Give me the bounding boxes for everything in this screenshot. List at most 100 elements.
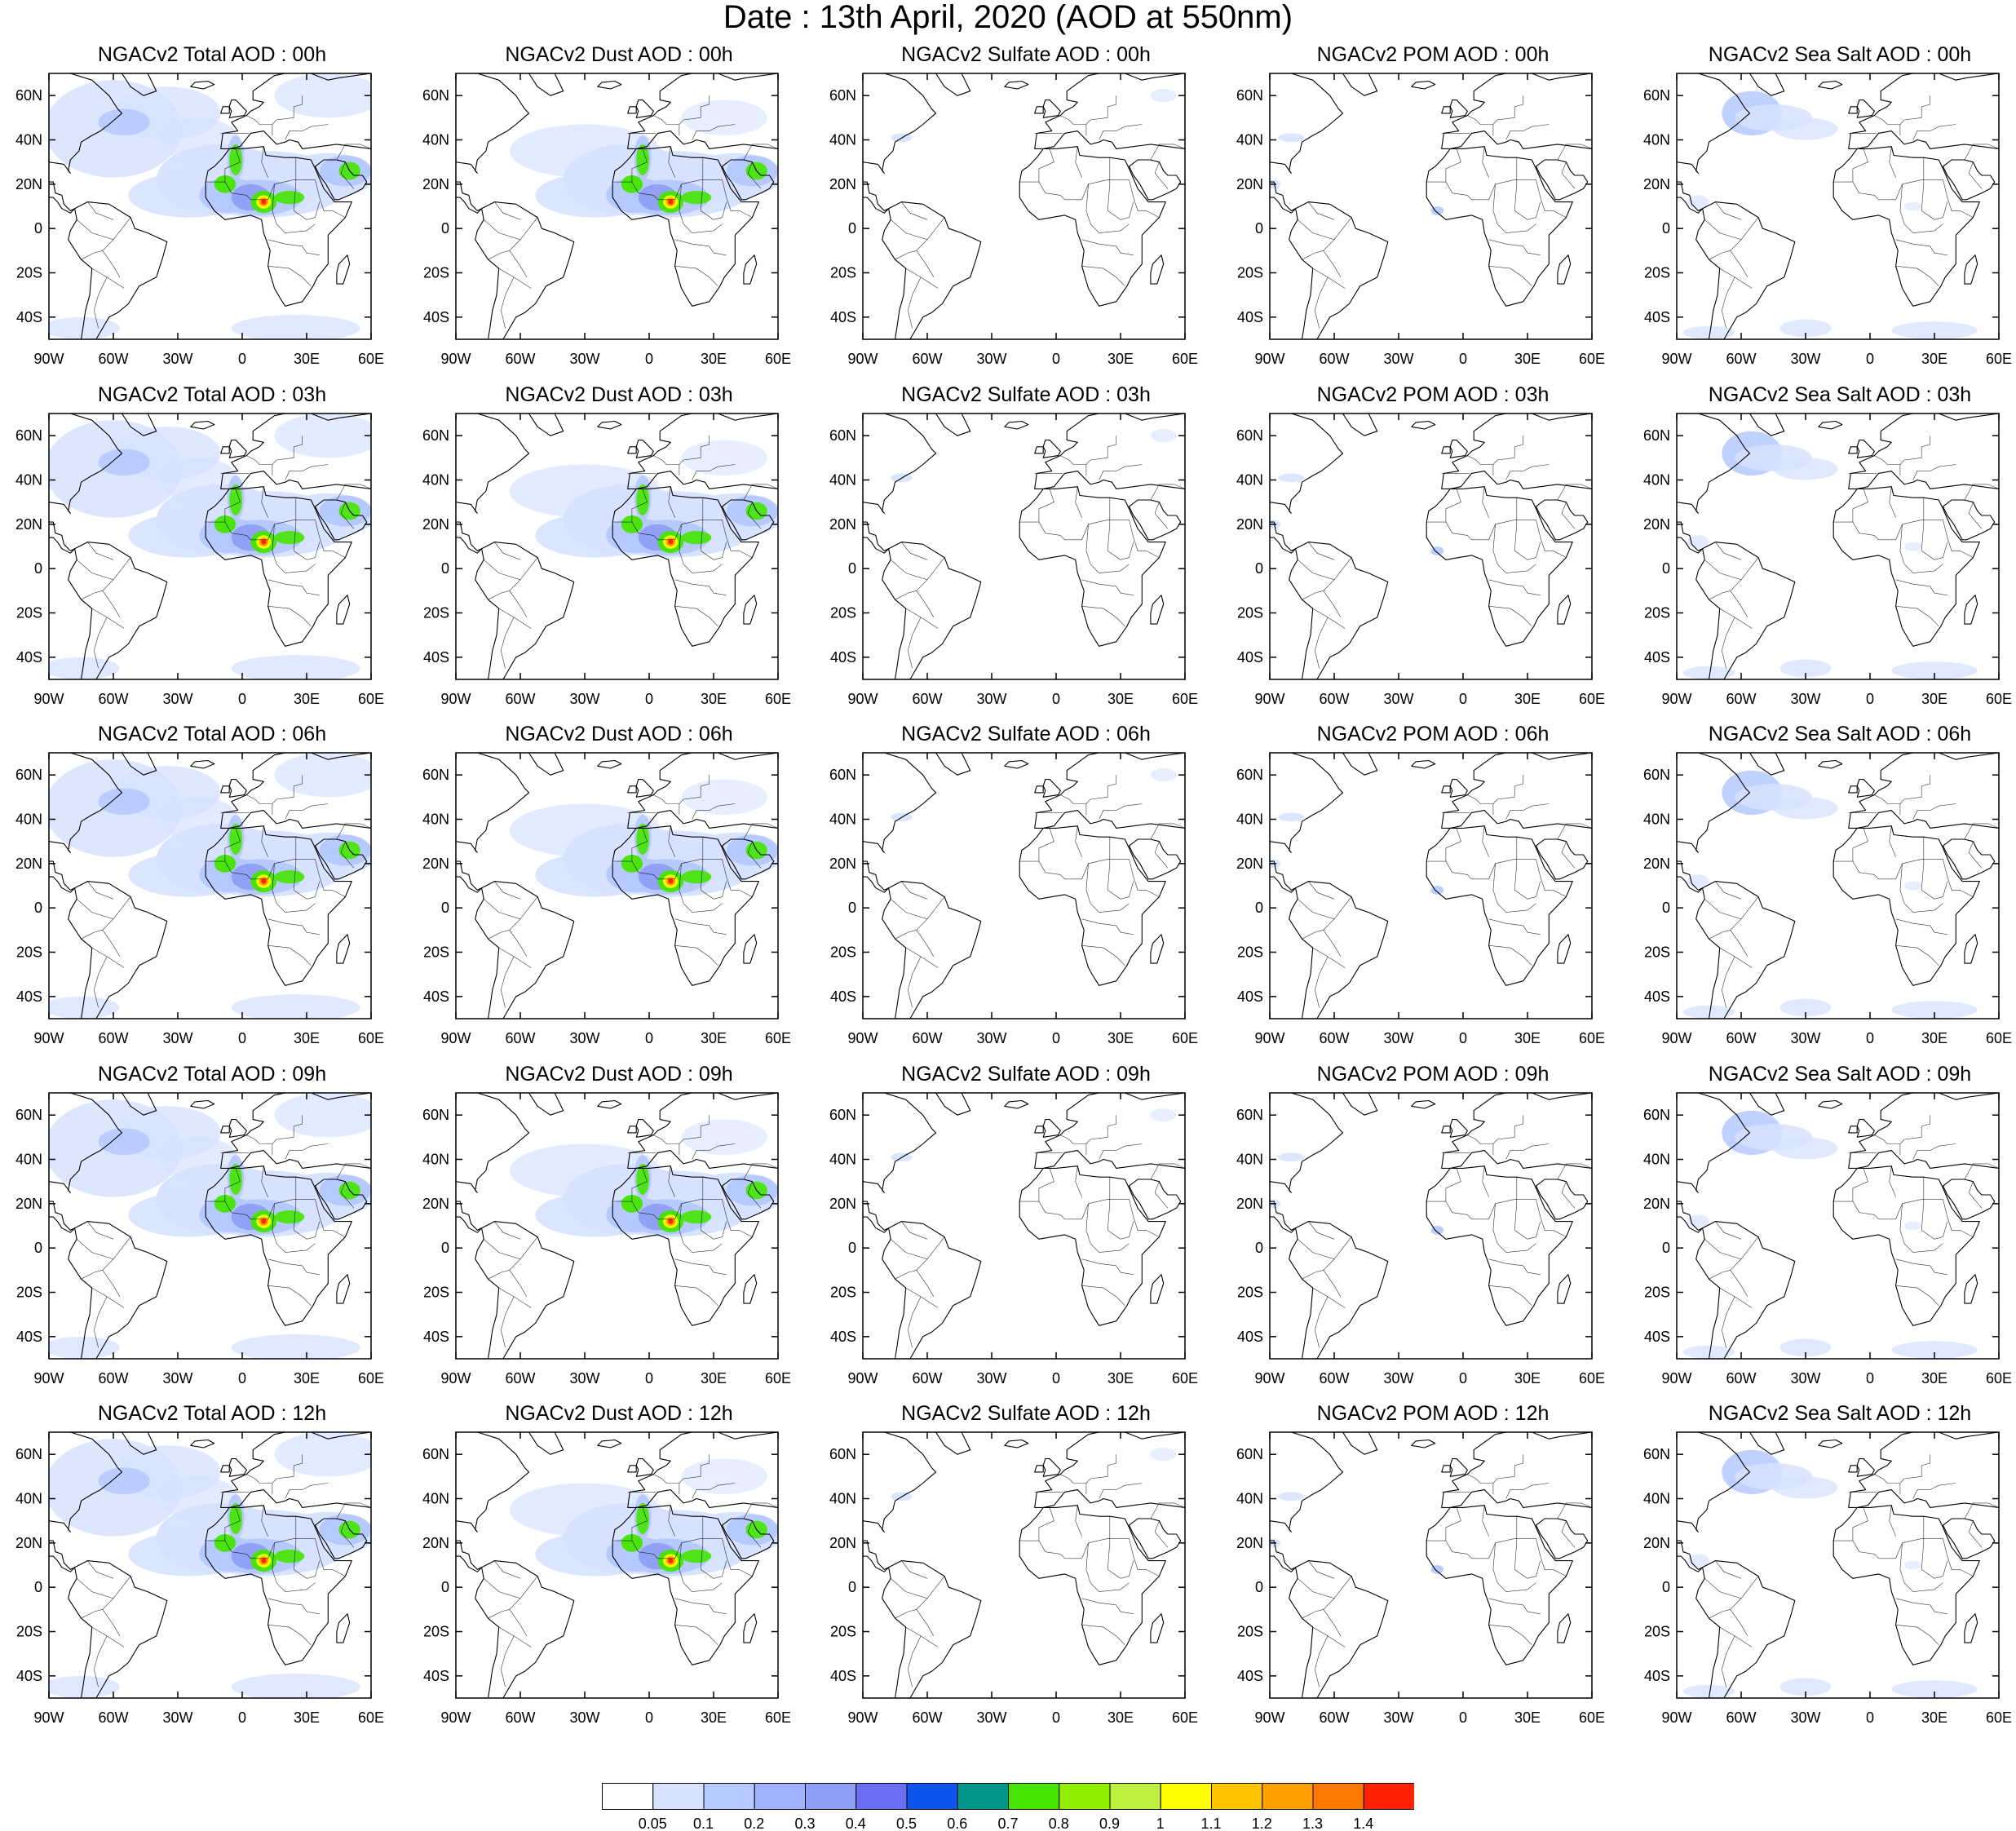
country-border xyxy=(1903,223,1943,233)
lat-tick-label: 20N xyxy=(1236,1196,1263,1212)
country-border xyxy=(1852,489,1868,523)
coastline xyxy=(1749,753,1785,776)
lat-tick-label: 60N xyxy=(1643,427,1670,444)
coastline xyxy=(1411,1439,1436,1448)
country-border xyxy=(276,223,316,233)
country-border xyxy=(701,1569,723,1579)
aod-field xyxy=(1891,321,1978,339)
lat-tick-label: 0 xyxy=(441,1240,449,1256)
map-panel: NGACv2 Sea Salt AOD : 00h 60N 40N 20N 0 20S 40… xyxy=(1628,42,2016,382)
country-border xyxy=(1075,486,1082,518)
coastline xyxy=(220,1465,230,1473)
country-border xyxy=(1557,823,1592,840)
lat-tick-label: 40N xyxy=(15,1491,42,1507)
country-border xyxy=(315,179,346,218)
coastline xyxy=(627,1093,778,1169)
map: 60N 40N 20N 0 20S 40S 90W 60W 30W 0 30E 60E xyxy=(1643,1092,2012,1387)
map-panel: NGACv2 POM AOD : 12h 60N 40N 20N 0 20S 40S 90W 6… xyxy=(1221,1401,1629,1740)
coastline xyxy=(1289,542,1389,679)
panel-title: NGACv2 Sulfate AOD : 09h xyxy=(901,1063,1151,1086)
country-border xyxy=(901,542,928,560)
lat-tick-label: 60N xyxy=(15,767,42,783)
lon-tick-label: 60W xyxy=(912,351,942,367)
country-border xyxy=(683,1243,723,1253)
lon-tick-label: 60E xyxy=(765,1709,791,1726)
country-border xyxy=(1298,557,1352,581)
country-border xyxy=(1488,918,1541,935)
map-panel: NGACv2 Sea Salt AOD : 03h 60N 40N 20N 0 20S 40… xyxy=(1628,383,2016,722)
map-frame xyxy=(1676,73,2000,340)
lon-tick-label: 30W xyxy=(569,1370,599,1387)
coastline xyxy=(721,1179,775,1220)
country-border xyxy=(722,1538,753,1577)
coastline xyxy=(1856,1119,1875,1138)
panel-title: NGACv2 Dust AOD : 03h xyxy=(505,383,733,406)
country-border xyxy=(1019,1199,1130,1220)
coastline xyxy=(627,1432,778,1508)
country-border xyxy=(91,268,125,289)
coastline xyxy=(1411,420,1436,430)
coastline xyxy=(1848,106,1858,114)
map-frame xyxy=(455,413,779,680)
country-border xyxy=(1921,498,1925,551)
aod-field xyxy=(1904,201,1922,211)
lon-tick-label: 0 xyxy=(238,1370,246,1387)
country-border xyxy=(1889,825,1896,857)
country-border xyxy=(1557,484,1592,501)
lon-tick-label: 60W xyxy=(1319,691,1349,707)
country-border xyxy=(679,1542,684,1583)
colorbar-label: 1.4 xyxy=(1353,1816,1373,1831)
colorbar-swatch xyxy=(602,1783,654,1810)
map-frame xyxy=(862,73,1186,340)
coastline xyxy=(1019,146,1166,307)
country-border xyxy=(1721,1296,1735,1348)
lat-tick-label: 60N xyxy=(15,87,42,104)
country-border xyxy=(484,557,538,581)
country-border xyxy=(1709,590,1731,600)
coastline xyxy=(336,595,351,625)
country-border xyxy=(683,903,723,913)
lon-tick-label: 90W xyxy=(1661,1709,1691,1726)
aod-field xyxy=(681,190,712,205)
aod-field xyxy=(681,779,767,816)
colorbar-label: 1.2 xyxy=(1252,1816,1272,1831)
coastline xyxy=(935,73,971,96)
country-border xyxy=(1323,239,1342,278)
aod-field xyxy=(1891,1341,1978,1359)
country-border xyxy=(901,1221,928,1240)
country-border xyxy=(87,201,114,220)
map-frame xyxy=(862,752,1186,1019)
country-border xyxy=(1557,1502,1592,1519)
country-border xyxy=(653,95,710,125)
map: 60N 40N 20N 0 20S 40S 90W 60W 30W 0 30E 60E xyxy=(422,752,791,1046)
lon-tick-label: 0 xyxy=(645,1030,653,1046)
map: 60N 40N 20N 0 20S 40S 90W 60W 30W 0 30E 60E xyxy=(15,413,384,707)
coastline xyxy=(597,1099,622,1109)
coastline xyxy=(743,934,758,964)
country-border xyxy=(700,1177,704,1231)
lon-tick-label: 30E xyxy=(294,1030,320,1046)
coastline xyxy=(1034,1093,1185,1169)
aod-field xyxy=(636,1163,649,1195)
coastline xyxy=(1042,100,1061,118)
country-border xyxy=(1505,1483,1550,1499)
country-border xyxy=(895,1270,917,1280)
coastline xyxy=(1441,446,1451,454)
coastline xyxy=(1677,1093,1751,1193)
country-border xyxy=(743,144,778,161)
country-border xyxy=(1060,436,1117,465)
lat-tick-label: 40S xyxy=(830,1329,856,1345)
lat-tick-label: 0 xyxy=(34,1240,42,1256)
lon-tick-label: 60W xyxy=(1726,1709,1756,1726)
map-frame xyxy=(48,1092,372,1360)
lat-tick-label: 20S xyxy=(1237,605,1263,621)
coastline xyxy=(1342,414,1378,436)
country-border xyxy=(77,1576,131,1599)
country-border xyxy=(206,1538,316,1559)
country-border xyxy=(1081,239,1134,256)
lat-tick-label: 20S xyxy=(423,1285,449,1301)
lat-tick-label: 40S xyxy=(830,649,856,666)
country-border xyxy=(1060,95,1117,125)
aod-field xyxy=(1682,1684,1735,1698)
country-border xyxy=(272,1203,277,1244)
